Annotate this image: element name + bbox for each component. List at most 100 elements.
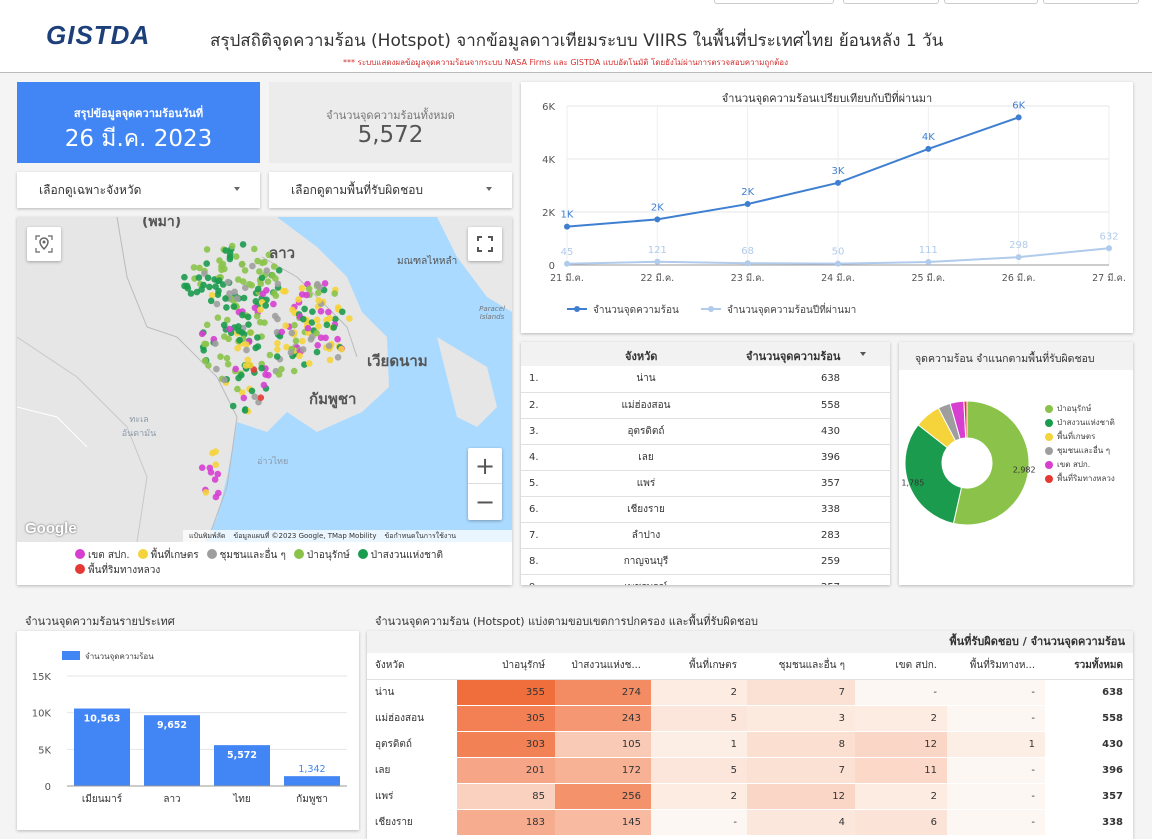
hotspot-point bbox=[252, 344, 259, 352]
heat-table-cell: 1 bbox=[651, 731, 747, 758]
heat-table-column-header[interactable]: จังหวัด bbox=[367, 653, 457, 680]
hotspot-point bbox=[269, 272, 276, 279]
fullscreen-icon bbox=[477, 236, 493, 252]
heat-table-cell: 183 bbox=[457, 809, 555, 836]
table-cell-count: 259 bbox=[711, 548, 890, 575]
map-label-cambodia: กัมพูชา bbox=[309, 390, 357, 408]
hotspot-point bbox=[313, 329, 320, 337]
hotspot-point bbox=[223, 304, 230, 311]
table-row[interactable]: 8. กาญจนบุรี 259 bbox=[521, 548, 890, 575]
map-attribution: แป้นพิมพ์ลัด ข้อมูลแผนที่ ©2023 Google, … bbox=[183, 530, 512, 542]
table-row[interactable]: แพร่ 85 256 2 12 2-357 bbox=[367, 783, 1133, 810]
hotspot-point bbox=[238, 329, 246, 336]
hotspot-map[interactable]: (พม่า) ลาว มณฑลไหหลำ Paracel Islands เวี… bbox=[17, 217, 512, 542]
keyboard-shortcuts-link[interactable]: แป้นพิมพ์ลัด bbox=[189, 531, 226, 540]
province-table-header: จังหวัด จำนวนจุดความร้อน bbox=[521, 342, 890, 366]
y-tick-label: 6K bbox=[542, 102, 555, 113]
heat-table-column-header[interactable]: ป่าสงวนแห่งช... bbox=[555, 653, 651, 680]
hotspot-point bbox=[282, 322, 290, 329]
fullscreen-button[interactable] bbox=[468, 227, 502, 261]
hotspot-point bbox=[224, 316, 231, 324]
hotspot-point bbox=[242, 341, 250, 348]
hotspot-point bbox=[323, 321, 331, 329]
legend-label: ป่าอนุรักษ์ bbox=[306, 550, 350, 561]
hotspot-point bbox=[241, 407, 249, 414]
map-label-laos: ลาว bbox=[269, 244, 296, 262]
legend-label: เขต สปก. bbox=[88, 550, 130, 561]
hotspot-point bbox=[249, 262, 256, 270]
bar bbox=[144, 715, 200, 786]
my-location-button[interactable] bbox=[27, 227, 61, 261]
heat-table-cell: 1 bbox=[947, 731, 1045, 758]
data-label: 45 bbox=[561, 247, 574, 258]
hotspot-point bbox=[224, 360, 232, 368]
table-row[interactable]: อุตรดิตถ์ 303 105 1 8 12 1 430 bbox=[367, 731, 1133, 758]
data-label: 3K bbox=[832, 166, 845, 177]
table-row[interactable]: 5. แพร่ 357 bbox=[521, 470, 890, 497]
table-row[interactable]: น่าน 355 274 2 7- -638 bbox=[367, 679, 1133, 706]
table-row[interactable]: 2. แม่ฮ่องสอน 558 bbox=[521, 392, 890, 419]
series-line bbox=[566, 116, 1019, 228]
hotspot-point bbox=[315, 297, 323, 304]
x-tick-label: 27 มี.ค. bbox=[1092, 272, 1126, 284]
area-donut-card: จุดความร้อน จำแนกตามพื้นที่รับผิดชอบ 2,9… bbox=[899, 342, 1133, 585]
hotspot-point bbox=[257, 394, 265, 401]
heat-table-column-header[interactable]: พื้นที่เกษตร bbox=[651, 653, 747, 680]
table-cell-count: 257 bbox=[711, 574, 890, 585]
chevron-down-icon bbox=[234, 187, 240, 191]
top-nav-button-2[interactable] bbox=[843, 0, 939, 4]
table-row[interactable]: 7. ลำปาง 283 bbox=[521, 522, 890, 549]
legend-label: พื้นที่ริมทางหลวง bbox=[1057, 474, 1115, 483]
table-row[interactable]: เชียงราย 183 145-4 6-338 bbox=[367, 809, 1133, 836]
terms-link[interactable]: ข้อกำหนดในการใช้งาน bbox=[384, 531, 457, 540]
legend-label: จำนวนจุดความร้อน bbox=[593, 304, 679, 316]
sort-desc-icon[interactable] bbox=[860, 352, 866, 356]
table-row[interactable]: แม่ฮ่องสอน 305 243 5 3 2-558 bbox=[367, 705, 1133, 732]
bar bbox=[284, 776, 340, 786]
table-row[interactable]: เลย 201 172 5 7 11-396 bbox=[367, 757, 1133, 784]
heat-table-cell: 172 bbox=[555, 757, 651, 784]
top-nav-button-3[interactable] bbox=[944, 0, 1038, 4]
heat-table-cell: 357 bbox=[1045, 783, 1133, 810]
zoom-in-button[interactable]: + bbox=[468, 448, 502, 484]
series-point bbox=[1106, 245, 1112, 252]
heat-table-cell: 6 bbox=[855, 809, 947, 836]
count-column-header[interactable]: จำนวนจุดความร้อน bbox=[746, 350, 841, 363]
hotspot-point bbox=[247, 329, 254, 336]
hotspot-point bbox=[246, 361, 254, 369]
heat-table-column-header[interactable]: ป่าอนุรักษ์ bbox=[457, 653, 555, 680]
province-column-header[interactable]: จังหวัด bbox=[625, 350, 658, 363]
heat-table-column-header[interactable]: รวมทั้งหมด bbox=[1045, 653, 1133, 680]
hotspot-point bbox=[196, 264, 203, 272]
table-row[interactable]: 4. เลย 396 bbox=[521, 444, 890, 471]
table-cell-count: 283 bbox=[711, 522, 890, 549]
zoom-out-button[interactable]: − bbox=[474, 488, 496, 516]
table-row[interactable]: 3. อุตรดิตถ์ 430 bbox=[521, 418, 890, 445]
province-filter-dropdown[interactable]: เลือกดูเฉพาะจังหวัด bbox=[17, 172, 260, 208]
hotspot-point bbox=[215, 277, 223, 284]
zoom-controls: + − bbox=[468, 448, 502, 520]
heat-table-cell: - bbox=[947, 809, 1045, 836]
top-nav-button-4[interactable] bbox=[1043, 0, 1139, 4]
hotspot-point bbox=[270, 263, 278, 270]
area-filter-dropdown[interactable]: เลือกดูตามพื้นที่รับผิดชอบ bbox=[269, 172, 512, 208]
heat-table-column-header[interactable]: ชุมชนและอื่น ๆ bbox=[747, 653, 855, 680]
map-legend-item: เขต สปก. bbox=[75, 548, 130, 563]
hotspot-point bbox=[206, 283, 213, 291]
heat-table-column-header[interactable]: พื้นที่ริมทางห... bbox=[947, 653, 1045, 680]
donut-slice bbox=[963, 400, 968, 439]
data-label: 50 bbox=[832, 247, 845, 258]
hotspot-point bbox=[218, 266, 225, 274]
table-row[interactable]: 1. น่าน 638 bbox=[521, 366, 890, 393]
donut-slice bbox=[952, 400, 1030, 526]
hotspot-point bbox=[230, 303, 238, 310]
top-nav-button-1[interactable] bbox=[714, 0, 834, 4]
heat-table-column-header[interactable]: เขต สปก. bbox=[855, 653, 947, 680]
series-point bbox=[835, 260, 841, 267]
hotspot-point bbox=[240, 294, 248, 302]
google-logo: Google bbox=[25, 520, 77, 537]
table-row[interactable]: 6. เชียงราย 338 bbox=[521, 496, 890, 523]
bar bbox=[214, 745, 270, 786]
table-row[interactable]: 9.เพชรบูรณ์257 bbox=[521, 574, 890, 585]
heat-table-cell: 2 bbox=[855, 783, 947, 810]
